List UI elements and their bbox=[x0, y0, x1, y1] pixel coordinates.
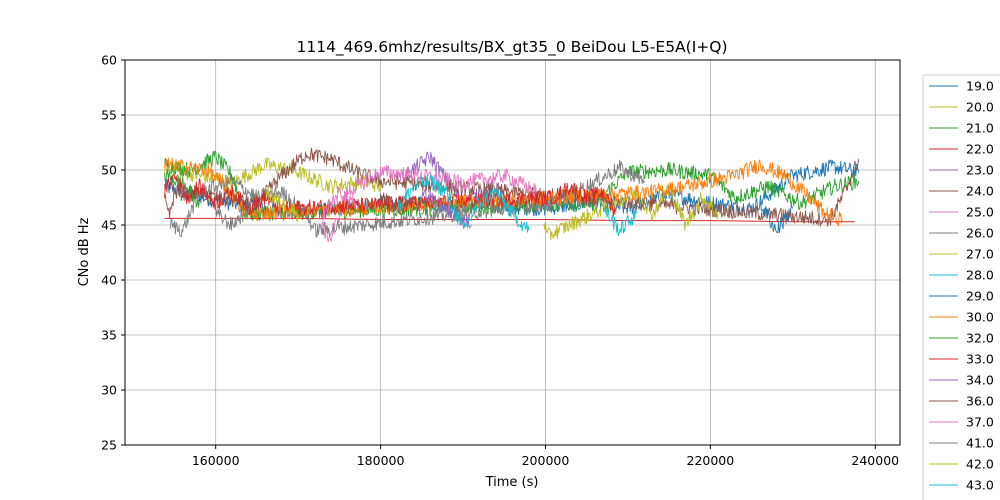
y-tick-label: 45 bbox=[101, 218, 117, 233]
legend-label: 34.0 bbox=[966, 373, 994, 388]
legend-label: 43.0 bbox=[966, 478, 994, 493]
series-line-28-0 bbox=[602, 205, 637, 237]
legend-label: 37.0 bbox=[966, 415, 994, 430]
x-tick-label: 200000 bbox=[522, 453, 570, 468]
chart-title: 1114_469.6mhz/results/BX_gt35_0 BeiDou L… bbox=[296, 38, 727, 57]
series-line-25-0 bbox=[318, 165, 538, 243]
x-tick-label: 240000 bbox=[851, 453, 899, 468]
y-tick-label: 50 bbox=[101, 163, 117, 178]
legend-label: 27.0 bbox=[966, 247, 994, 262]
legend-label: 28.0 bbox=[966, 268, 994, 283]
legend: 19.0 20.0 21.0 22.0 23.0 24.0 25.0 26.0 27.0 28.0… bbox=[922, 74, 1000, 500]
legend-label: 23.0 bbox=[966, 163, 994, 178]
plot-frame bbox=[124, 59, 901, 446]
x-axis-label: Time (s) bbox=[485, 475, 539, 490]
series-line-37-0 bbox=[322, 186, 357, 222]
series-line-29-0 bbox=[759, 201, 794, 234]
y-tick-label: 40 bbox=[101, 273, 117, 288]
series-line-42-0 bbox=[264, 185, 299, 222]
legend-label: 26.0 bbox=[966, 226, 994, 241]
y-axis-label: CNo dB Hz bbox=[77, 217, 92, 286]
ticks: 160000 180000 200000 220000 240000 25 30 35 40 45… bbox=[101, 53, 899, 469]
series-layer bbox=[164, 147, 860, 243]
y-tick-label: 55 bbox=[101, 108, 117, 123]
legend-label: 19.0 bbox=[966, 79, 994, 94]
legend-label: 24.0 bbox=[966, 184, 994, 199]
legend-label: 29.0 bbox=[966, 289, 994, 304]
legend-label: 42.0 bbox=[966, 457, 994, 472]
legend-label: 33.0 bbox=[966, 352, 994, 367]
series-line-43-0 bbox=[396, 173, 530, 233]
series-line-36-0 bbox=[380, 192, 415, 215]
legend-label: 30.0 bbox=[966, 310, 994, 325]
series-line-20-0 bbox=[164, 157, 382, 195]
legend-label: 21.0 bbox=[966, 121, 994, 136]
legend-label: 20.0 bbox=[966, 100, 994, 115]
legend-box bbox=[922, 74, 1000, 500]
series-line-24-0 bbox=[164, 147, 860, 227]
legend-label: 25.0 bbox=[966, 205, 994, 220]
y-tick-label: 35 bbox=[101, 328, 117, 343]
legend-label: 41.0 bbox=[966, 436, 994, 451]
series-line-41-0 bbox=[215, 204, 250, 231]
y-tick-label: 30 bbox=[101, 383, 117, 398]
y-tick-label: 60 bbox=[101, 53, 117, 68]
series-line-27-0 bbox=[543, 182, 719, 241]
series-line-22-0 bbox=[164, 217, 855, 223]
x-tick-label: 160000 bbox=[192, 453, 240, 468]
x-tick-label: 180000 bbox=[357, 453, 405, 468]
legend-label: 32.0 bbox=[966, 331, 994, 346]
x-tick-label: 220000 bbox=[687, 453, 735, 468]
grid bbox=[125, 59, 900, 446]
y-tick-label: 25 bbox=[101, 438, 117, 453]
legend-label: 36.0 bbox=[966, 394, 994, 409]
legend-label: 22.0 bbox=[966, 142, 994, 157]
